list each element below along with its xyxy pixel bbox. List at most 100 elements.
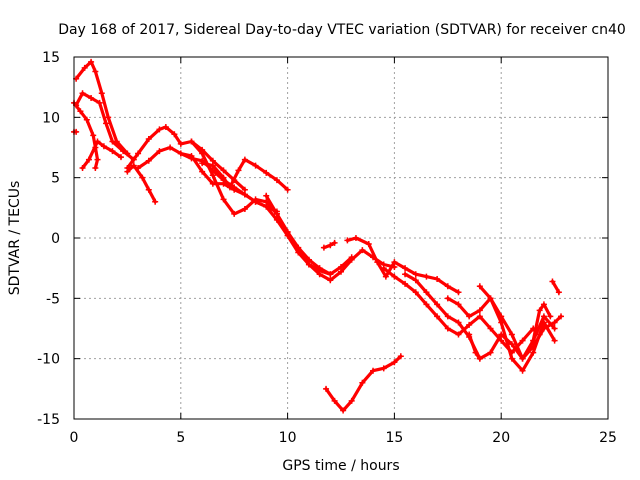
data-point-marker — [77, 108, 84, 115]
data-point-marker — [85, 156, 92, 163]
series-line — [80, 139, 123, 170]
data-point-marker — [103, 120, 110, 127]
x-tick-label: 25 — [599, 430, 617, 446]
series-arc-e — [71, 128, 80, 135]
data-point-marker — [455, 301, 462, 308]
data-point-marker — [188, 152, 195, 159]
series-line — [550, 279, 561, 294]
data-point-marker — [139, 174, 146, 181]
data-point-marker — [263, 169, 270, 176]
data-point-marker — [295, 247, 302, 254]
data-point-marker — [370, 367, 377, 374]
data-point-marker — [145, 136, 152, 143]
data-point-marker — [508, 331, 515, 338]
data-point-marker — [455, 331, 462, 338]
y-tick-label: 15 — [42, 50, 60, 66]
data-point-marker — [220, 174, 227, 181]
data-point-marker — [220, 180, 227, 187]
series-group — [71, 58, 565, 414]
data-point-marker — [466, 313, 473, 320]
data-point-marker — [263, 203, 270, 210]
data-point-marker — [156, 148, 163, 155]
data-point-marker — [96, 99, 103, 106]
series-line — [74, 60, 130, 156]
axis-ticks: 0 5 10 15 20 25 -15 -10 -5 0 5 10 15 — [37, 50, 617, 446]
data-point-marker — [109, 138, 116, 145]
data-point-marker — [88, 58, 95, 65]
data-point-marker — [83, 116, 90, 123]
data-point-marker — [167, 144, 174, 151]
data-point-marker — [423, 301, 430, 308]
series-arc-d — [79, 138, 124, 172]
data-point-marker — [241, 191, 248, 198]
data-point-marker — [547, 313, 554, 320]
data-point-marker — [340, 407, 347, 414]
series-arc-o — [380, 265, 537, 356]
chart-title: Day 168 of 2017, Sidereal Day-to-day VTE… — [58, 22, 626, 38]
data-point-marker — [359, 379, 366, 386]
data-point-marker — [273, 177, 280, 184]
data-point-marker — [530, 349, 537, 356]
data-point-marker — [476, 307, 483, 314]
y-tick-label: 0 — [51, 231, 60, 247]
data-point-marker — [209, 172, 216, 179]
data-point-marker — [487, 295, 494, 302]
data-point-marker — [382, 273, 389, 280]
data-point-marker — [79, 90, 86, 97]
data-point-marker — [402, 280, 409, 287]
data-point-marker — [338, 268, 344, 275]
data-point-marker — [252, 198, 259, 205]
data-point-marker — [551, 319, 558, 326]
data-point-marker — [135, 165, 142, 172]
series-line — [345, 236, 461, 294]
data-point-marker — [508, 355, 515, 362]
series-arc-n — [344, 235, 462, 296]
data-point-marker — [284, 186, 291, 193]
data-point-marker — [263, 192, 270, 199]
data-point-marker — [177, 140, 184, 147]
x-tick-label: 20 — [492, 430, 510, 446]
data-point-marker — [402, 265, 409, 272]
data-point-marker — [331, 397, 338, 404]
data-point-marker — [220, 196, 227, 203]
data-point-marker — [423, 289, 430, 296]
data-point-marker — [434, 313, 441, 320]
series-arc-f — [124, 162, 159, 205]
data-point-marker — [508, 341, 515, 348]
data-point-marker — [152, 198, 159, 205]
data-point-marker — [124, 165, 131, 172]
data-point-marker — [188, 138, 195, 145]
data-point-marker — [327, 242, 334, 249]
data-point-marker — [135, 150, 142, 157]
data-point-marker — [412, 271, 419, 278]
data-point-marker — [558, 313, 565, 320]
data-point-marker — [235, 167, 242, 174]
data-point-marker — [117, 154, 124, 161]
data-point-marker — [444, 325, 451, 332]
data-point-marker — [199, 150, 206, 157]
x-tick-label: 15 — [385, 430, 403, 446]
data-point-marker — [145, 186, 152, 193]
data-point-marker — [231, 186, 238, 193]
data-point-marker — [519, 367, 526, 374]
data-point-marker — [209, 180, 216, 187]
x-tick-label: 0 — [70, 430, 79, 446]
data-point-marker — [145, 157, 152, 164]
series-line — [467, 332, 482, 361]
data-point-marker — [92, 68, 99, 75]
data-point-marker — [444, 283, 451, 290]
data-point-marker — [423, 273, 430, 280]
data-point-marker — [199, 168, 206, 175]
data-point-marker — [380, 365, 387, 372]
series-arc-r — [466, 331, 483, 362]
data-point-marker — [252, 162, 259, 169]
x-axis-label: GPS time / hours — [282, 458, 399, 474]
data-point-marker — [344, 237, 351, 244]
data-point-marker — [284, 228, 291, 235]
series-arc-t — [530, 301, 554, 344]
data-point-marker — [434, 276, 441, 283]
series-arc-s — [476, 283, 558, 374]
data-point-marker — [94, 156, 101, 163]
data-point-marker — [92, 165, 99, 172]
data-point-marker — [476, 283, 483, 290]
